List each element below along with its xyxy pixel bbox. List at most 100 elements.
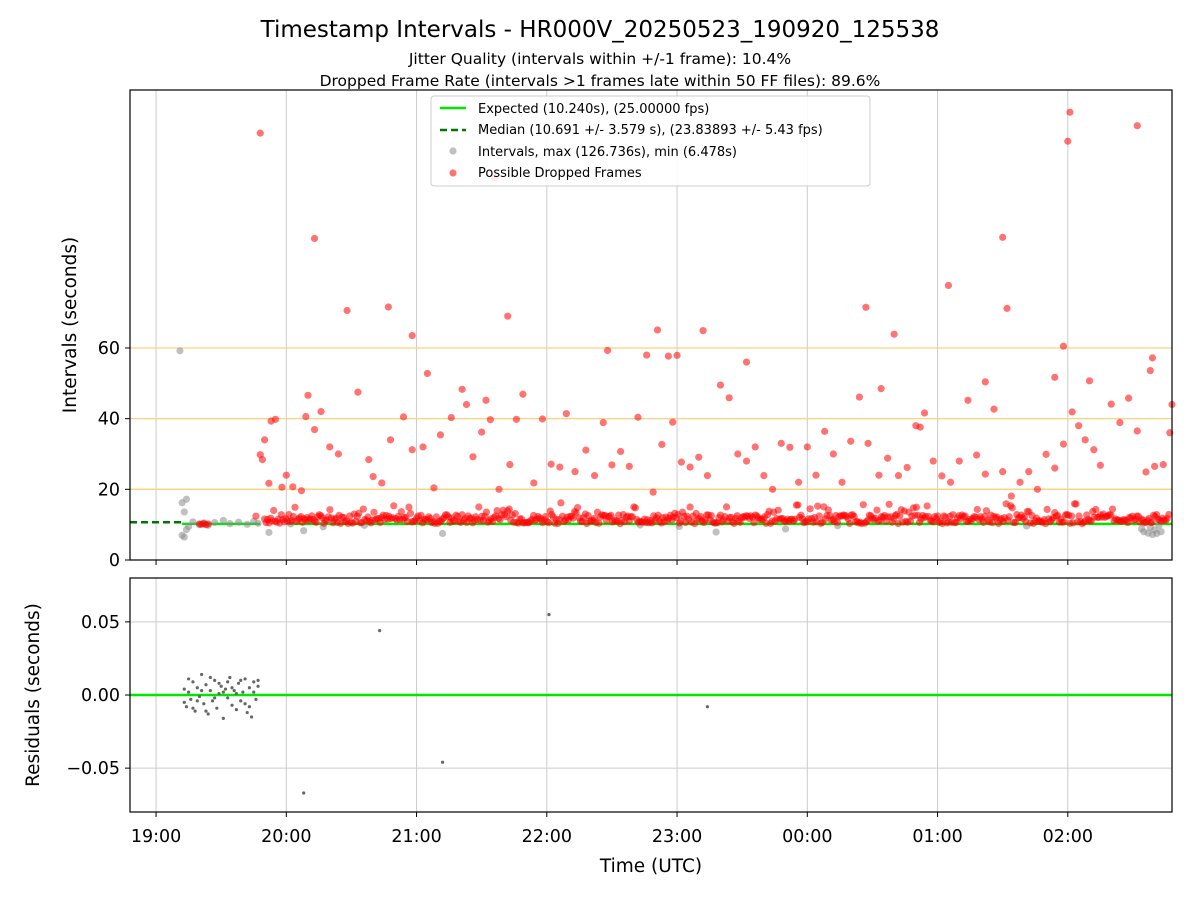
residual-point [204,709,208,713]
residual-point [195,699,199,703]
bottom-y-tick-label: 0.00 [81,686,120,706]
residual-point [223,687,228,691]
dropped-frame-point [903,463,911,472]
legend-dropped-swatch [449,169,457,177]
dropped-frame-point [278,483,286,491]
dropped-band-point [557,499,565,507]
legend-expected-label: Expected (10.240s), (25.00000 fps) [478,102,709,117]
residual-point [254,697,258,701]
chart-subtitle-dropped: Dropped Frame Rate (intervals >1 frames … [320,72,881,90]
dropped-band-point [973,505,981,514]
dropped-frame-point [699,327,707,335]
dropped-frame-point [742,358,751,366]
dropped-band-point [607,511,615,519]
dropped-frame-point [1051,464,1059,472]
x-tick-label: 01:00 [912,827,962,847]
dropped-frame-point [1142,468,1150,476]
dropped-frame-point [258,456,267,464]
residual-point [256,678,260,682]
dropped-frame-point [1033,485,1042,493]
residual-point [200,672,204,677]
residual-point [247,705,251,709]
residual-point [236,681,241,685]
dropped-frame-point [384,303,392,311]
dropped-frame-point [890,330,898,338]
dropped-band-point [1075,512,1083,520]
dropped-band-point [707,511,715,520]
interval-point [300,527,308,535]
x-axis-label: Time (UTC) [599,856,702,877]
dropped-frame-point [1059,440,1068,448]
residual-point [200,689,204,693]
dropped-frame-point [894,471,903,480]
residual-point [252,680,256,684]
dropped-frame-point [677,458,685,466]
dropped-frame-point [703,471,712,480]
dropped-frame-point [582,446,590,454]
residual-point [247,686,251,690]
dropped-band-point [355,509,363,517]
top-y-tick-label: 20 [98,480,120,500]
residual-point [226,680,230,684]
residual-point [193,709,197,713]
dropped-frame-point [812,471,820,479]
dropped-frame-point [265,479,273,487]
interval-point [182,495,191,503]
dropped-band-point [934,512,942,520]
dropped-frame-point [608,461,616,469]
dropped-band-point [511,510,519,518]
dropped-band-point [505,505,513,513]
residual-point [215,706,219,710]
dropped-frame-point [289,483,297,491]
dropped-frame-point [875,471,883,479]
interval-point [211,518,219,527]
dropped-frame-point [447,413,455,422]
bottom-y-tick-label: −0.05 [66,759,120,779]
x-tick-label: 21:00 [391,827,441,847]
dropped-frame-point [365,456,373,464]
dropped-band-point [923,502,931,510]
bottom-residual-points [182,612,710,795]
residual-point [213,696,217,700]
dropped-frame-point [695,453,703,461]
dropped-frame-point [864,439,872,447]
dropped-frame-point [310,426,319,434]
dropped-band-point [750,519,758,527]
dropped-frame-point [725,394,733,402]
residual-point [187,677,191,681]
dropped-band-point [406,509,415,517]
dropped-band-point [686,503,694,511]
dropped-frame-point [669,418,677,426]
dropped-frame-point [256,129,264,137]
dropped-frame-point [768,485,777,493]
dropped-frame-point [981,378,989,386]
x-tick-label: 02:00 [1043,827,1093,847]
dropped-band-point [326,506,334,514]
interval-point [265,528,273,537]
residual-point [195,686,199,690]
dropped-frame-point [1159,460,1167,469]
dropped-frame-point [760,471,768,480]
dropped-frame-point [469,453,477,461]
dropped-frame-point [304,391,312,399]
dropped-frame-point [1075,422,1083,430]
residual-point [187,690,191,694]
residual-point [191,680,195,684]
dropped-frame-point [946,478,955,486]
dropped-frame-point [973,451,981,459]
interval-point [1157,528,1165,536]
dropped-frame-point [829,450,837,458]
dropped-band-point [569,514,577,522]
dropped-band-point [397,508,405,516]
legend-box [430,95,871,187]
dropped-frame-point [430,484,438,492]
dropped-band-point [1005,513,1013,521]
residual-point [217,681,221,685]
top-y-tick-label: 60 [98,339,120,359]
residual-point [705,705,710,709]
dropped-frame-point [664,352,672,360]
bottom-y-axis-label: Residuals (seconds) [23,603,44,787]
bottom-y-tick-label: 0.05 [81,613,120,633]
dropped-frame-point [378,479,386,487]
dropped-frame-point [386,436,395,444]
